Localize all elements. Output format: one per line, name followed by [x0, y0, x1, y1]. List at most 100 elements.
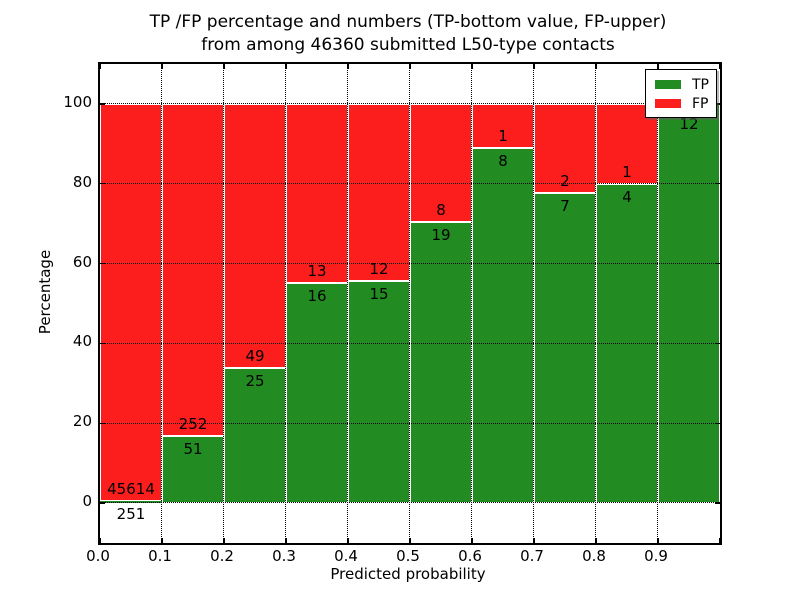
- legend-entry: TP: [646, 75, 716, 94]
- x-tick-mark: [471, 538, 473, 543]
- x-tick-mark: [409, 64, 411, 69]
- tp-count-label: 8: [498, 152, 508, 171]
- fp-count-label: 1: [498, 127, 508, 146]
- y-tick-mark: [100, 262, 105, 265]
- bar-segment-fp: [410, 103, 472, 223]
- tp-count-label: 19: [431, 226, 451, 245]
- x-tick-mark: [533, 538, 535, 543]
- x-tick-label: 0.7: [520, 547, 544, 565]
- x-tick-mark: [595, 538, 597, 543]
- legend-entry: FP: [646, 94, 716, 113]
- x-tick-mark: [595, 64, 597, 69]
- tp-count-label: 15: [369, 285, 389, 304]
- x-tick-mark: [223, 64, 225, 69]
- gridline-vertical: [533, 64, 535, 543]
- gridline-horizontal: [100, 183, 720, 184]
- y-tick-label: 0: [82, 492, 92, 511]
- x-tick-label: 0.6: [458, 547, 482, 565]
- bar-segment-fp: [472, 103, 534, 149]
- grid-layer: [100, 64, 720, 543]
- chart-title-line1: TP /FP percentage and numbers (TP-bottom…: [149, 12, 667, 32]
- x-tick-mark: [161, 64, 163, 69]
- gridline-horizontal: [100, 262, 720, 264]
- y-tick-label: 100: [63, 92, 92, 111]
- tp-count-label: 51: [183, 439, 203, 458]
- bar-segment-tp: [658, 103, 720, 504]
- gridline-vertical: [471, 64, 473, 543]
- tp-count-label: 4: [622, 187, 632, 206]
- x-tick-label: 0.2: [210, 547, 234, 565]
- y-tick-label: 60: [72, 252, 92, 271]
- bar-segment-tp: [286, 282, 348, 504]
- gridline-horizontal: [100, 342, 720, 344]
- x-tick-label: 0.9: [644, 547, 668, 565]
- fp-count-label: 12: [369, 260, 389, 279]
- plot-area: 45614 251 252 51 49 25 13 16 12 15 8 19 1 8 2 7 1 4 12 TP F…: [98, 62, 722, 545]
- fp-swatch-icon: [655, 99, 681, 108]
- tp-count-label: 16: [307, 286, 327, 305]
- x-tick-mark: [471, 64, 473, 69]
- fp-count-label: 1: [622, 162, 632, 181]
- y-tick-mark: [715, 103, 720, 105]
- x-tick-mark: [719, 538, 721, 543]
- chart-title-line2: from among 46360 submitted L50-type cont…: [201, 35, 615, 55]
- y-tick-mark: [715, 262, 720, 265]
- gridline-vertical: [347, 64, 349, 543]
- bar-segment-fp: [100, 103, 162, 501]
- tp-count-label: 251: [116, 504, 146, 523]
- x-tick-label: 0.0: [86, 547, 110, 565]
- gridline-horizontal: [100, 422, 720, 424]
- x-tick-mark: [657, 538, 659, 543]
- gridline-horizontal: [100, 103, 720, 105]
- y-tick-mark: [100, 342, 105, 345]
- y-tick-mark: [100, 422, 105, 424]
- x-tick-mark: [347, 538, 349, 543]
- gridline-vertical: [161, 64, 163, 543]
- x-tick-label: 0.5: [396, 547, 420, 565]
- x-tick-mark: [161, 538, 163, 543]
- gridline-vertical: [223, 64, 225, 543]
- y-tick-mark: [100, 103, 105, 105]
- x-tick-mark: [99, 538, 101, 543]
- fp-count-label: 252: [178, 414, 208, 433]
- legend-entry-label: FP: [692, 95, 709, 112]
- bar-labels-layer: 45614 251 252 51 49 25 13 16 12 15 8 19 1 8 2 7 1 4 12: [100, 64, 720, 543]
- y-tick-mark: [715, 502, 720, 504]
- x-tick-label: 0.4: [334, 547, 358, 565]
- gridline-vertical: [595, 64, 597, 543]
- y-tick-mark: [100, 502, 105, 504]
- bar-segment-tp: [472, 148, 534, 504]
- bar-segment-tp: [348, 281, 410, 504]
- x-tick-mark: [409, 538, 411, 543]
- bar-segment-fp: [224, 103, 286, 369]
- legend: TP FP: [645, 69, 717, 118]
- bar-segment-tp: [224, 368, 286, 504]
- x-tick-label: 0.1: [148, 547, 172, 565]
- gridline-horizontal: [100, 502, 720, 504]
- y-tick-mark: [100, 183, 105, 185]
- y-tick-label: 20: [72, 412, 92, 431]
- x-tick-label: 0.3: [272, 547, 296, 565]
- fp-count-label: 49: [245, 347, 265, 366]
- legend-entry-label: TP: [692, 76, 709, 93]
- x-tick-mark: [533, 64, 535, 69]
- chart-title: TP /FP percentage and numbers (TP-bottom…: [98, 11, 718, 57]
- x-tick-mark: [285, 538, 287, 543]
- fp-count-label: 8: [436, 201, 446, 220]
- tp-swatch-icon: [655, 80, 681, 89]
- fp-count-label: 2: [560, 171, 570, 190]
- gridline-vertical: [657, 64, 659, 543]
- y-tick-mark: [715, 422, 720, 424]
- fp-count-label: 13: [307, 261, 327, 280]
- y-tick-label: 80: [72, 172, 92, 191]
- x-tick-mark: [657, 64, 659, 69]
- tp-count-label: 7: [560, 196, 570, 215]
- tp-count-label: 25: [245, 372, 265, 391]
- bar-segment-tp: [100, 500, 162, 504]
- x-tick-mark: [347, 64, 349, 69]
- x-axis-label: Predicted probability: [330, 565, 486, 583]
- bar-segment-fp: [534, 103, 596, 193]
- bar-segment-fp: [348, 103, 410, 282]
- bar-segment-fp: [286, 103, 348, 283]
- fp-count-label: 45614: [107, 479, 155, 498]
